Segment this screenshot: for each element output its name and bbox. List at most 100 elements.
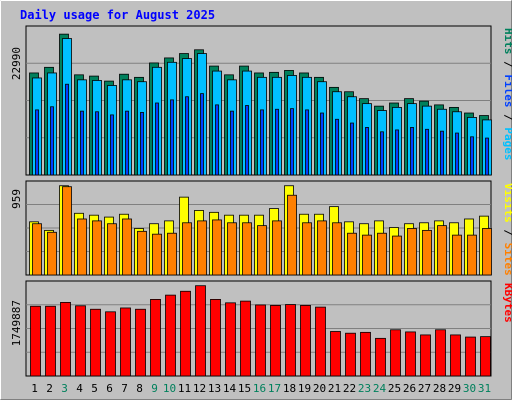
- series-legend-label: KBytes: [502, 283, 512, 323]
- bar-pages-day-19: [305, 109, 309, 176]
- bar-sites-day-15: [242, 222, 252, 276]
- chart-panels: 22990 Hits / Files / Pages 959 Visits / Sit…: [10, 25, 512, 377]
- bar-sites-day-22: [347, 232, 357, 276]
- legend-part: KBytes: [502, 283, 512, 323]
- x-tick-label-day-29: 29: [448, 382, 461, 395]
- bar-pages-day-6: [110, 114, 114, 176]
- legend-part: /: [502, 223, 512, 243]
- x-tick-label-day-28: 28: [433, 382, 446, 395]
- x-tick-label-day-6: 6: [106, 382, 113, 395]
- bar-sites-day-31: [482, 228, 492, 276]
- x-tick-label-day-13: 13: [208, 382, 221, 395]
- bar-pages-day-28: [440, 130, 444, 176]
- bar-pages-day-3: [65, 83, 69, 176]
- bar-kbytes-day-25: [390, 329, 401, 377]
- bar-pages-day-2: [50, 106, 54, 176]
- bar-sites-day-18: [287, 194, 297, 276]
- bar-sites-day-20: [317, 220, 327, 276]
- bar-pages-day-7: [125, 110, 129, 176]
- x-tick-label-day-3: 3: [61, 382, 68, 395]
- x-tick-label-day-11: 11: [178, 382, 191, 395]
- bar-sites-day-5: [92, 220, 102, 276]
- bar-sites-day-10: [167, 232, 177, 276]
- bar-sites-day-4: [77, 218, 87, 276]
- series-legend-label: Hits / Files / Pages: [502, 28, 512, 161]
- bar-sites-day-7: [122, 218, 132, 276]
- bar-sites-day-14: [227, 222, 237, 276]
- x-axis-labels: 1 2 3 4 5 6 7 8 9 10 11 12 13 14 15 16 17 18 19 20 21 22 23 24 2…: [31, 382, 491, 395]
- x-tick-label-day-1: 1: [31, 382, 38, 395]
- bar-pages-day-22: [350, 122, 354, 176]
- x-tick-label-day-17: 17: [268, 382, 281, 395]
- bar-kbytes-day-24: [375, 337, 386, 377]
- x-tick-label-day-31: 31: [478, 382, 491, 395]
- bar-sites-day-1: [32, 223, 42, 276]
- bar-kbytes-day-2: [45, 305, 56, 377]
- bar-pages-day-21: [335, 118, 339, 176]
- bar-kbytes-day-21: [330, 331, 341, 377]
- bar-kbytes-day-16: [255, 304, 266, 377]
- bar-kbytes-day-1: [30, 305, 41, 377]
- y-tick-label: 1749887: [10, 300, 23, 346]
- chart-title: Daily usage for August 2025: [20, 8, 215, 22]
- bar-kbytes-day-27: [420, 334, 431, 377]
- bar-pages-day-5: [95, 111, 99, 176]
- legend-part: /: [502, 55, 512, 75]
- bar-sites-day-29: [452, 234, 462, 276]
- bar-pages-day-12: [200, 93, 204, 176]
- legend-part: Hits: [502, 28, 512, 55]
- x-tick-label-day-2: 2: [46, 382, 53, 395]
- bar-kbytes-day-26: [405, 331, 416, 377]
- bar-pages-day-16: [260, 109, 264, 176]
- legend-part: Visits: [502, 183, 512, 223]
- bar-kbytes-day-3: [60, 301, 71, 377]
- bar-kbytes-day-29: [450, 334, 461, 377]
- x-tick-label-day-19: 19: [298, 382, 311, 395]
- x-tick-label-day-10: 10: [163, 382, 176, 395]
- bar-kbytes-day-15: [240, 300, 251, 377]
- bar-sites-day-2: [47, 231, 57, 276]
- bar-kbytes-day-31: [480, 336, 491, 377]
- bar-pages-day-23: [365, 127, 369, 176]
- x-tick-label-day-22: 22: [343, 382, 356, 395]
- bar-kbytes-day-20: [315, 306, 326, 377]
- x-tick-label-day-12: 12: [193, 382, 206, 395]
- bar-kbytes-day-8: [135, 308, 146, 377]
- bar-pages-day-10: [170, 99, 174, 176]
- panel-2: 959 Visits / Sites: [10, 180, 512, 276]
- bar-kbytes-day-23: [360, 331, 371, 377]
- bar-kbytes-day-11: [180, 290, 191, 377]
- bar-sites-day-17: [272, 220, 282, 276]
- x-tick-label-day-30: 30: [463, 382, 476, 395]
- bar-pages-day-9: [155, 102, 159, 176]
- bar-pages-day-30: [470, 136, 474, 176]
- x-tick-label-day-20: 20: [313, 382, 326, 395]
- bar-kbytes-day-28: [435, 329, 446, 377]
- bar-pages-day-20: [320, 112, 324, 176]
- bar-sites-day-19: [302, 222, 312, 276]
- bar-pages-day-29: [455, 132, 459, 176]
- bar-sites-day-3: [62, 186, 72, 276]
- series-legend-label: Visits / Sites: [502, 183, 512, 276]
- x-tick-label-day-24: 24: [373, 382, 387, 395]
- y-tick-label: 22990: [10, 47, 23, 80]
- bar-sites-day-25: [392, 235, 402, 276]
- bar-sites-day-21: [332, 222, 342, 276]
- legend-part: Pages: [502, 127, 512, 160]
- legend-part: Files: [502, 74, 512, 107]
- bar-sites-day-16: [257, 225, 267, 276]
- x-tick-label-day-7: 7: [121, 382, 128, 395]
- bar-kbytes-day-19: [300, 304, 311, 377]
- bar-pages-day-1: [35, 109, 39, 176]
- bar-sites-day-12: [197, 220, 207, 276]
- bar-kbytes-day-17: [270, 304, 281, 377]
- bar-pages-day-18: [290, 108, 294, 176]
- legend-part: /: [502, 108, 512, 128]
- bar-pages-day-8: [140, 111, 144, 176]
- x-tick-label-day-26: 26: [403, 382, 416, 395]
- legend-part: Sites: [502, 243, 512, 276]
- bar-pages-day-17: [275, 108, 279, 176]
- x-tick-label-day-15: 15: [238, 382, 251, 395]
- x-tick-label-day-25: 25: [388, 382, 401, 395]
- bar-kbytes-day-18: [285, 304, 296, 377]
